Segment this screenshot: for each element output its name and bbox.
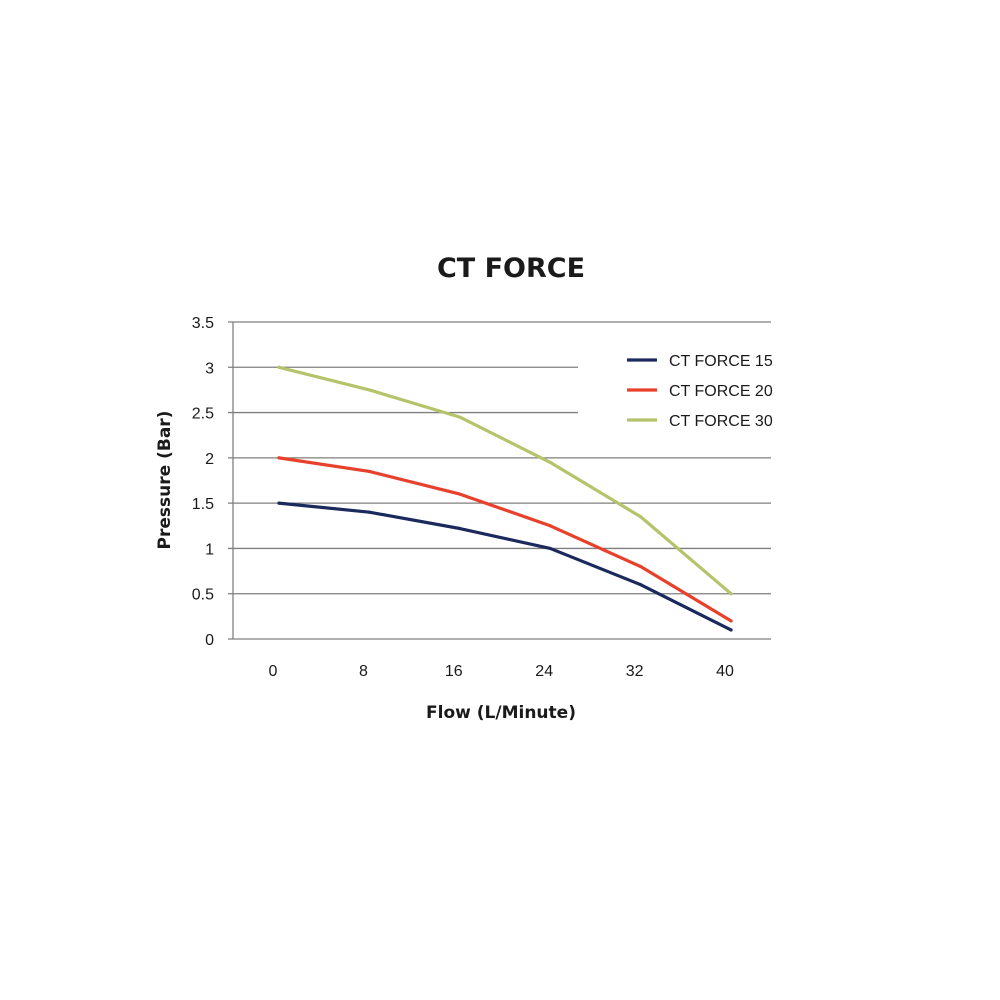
data-point <box>548 460 552 464</box>
legend: CT FORCE 15 CT FORCE 20 CT FORCE 30 <box>627 353 773 430</box>
x-tick-label: 8 <box>359 663 368 680</box>
y-tick-label: 0 <box>205 632 214 649</box>
data-point <box>729 592 733 596</box>
legend-entry: CT FORCE 30 <box>669 413 773 430</box>
data-point <box>729 619 733 623</box>
data-point <box>277 365 281 369</box>
x-tick-label: 0 <box>269 663 278 680</box>
x-tick-label: 16 <box>445 663 463 680</box>
chart-title: CT FORCE <box>437 253 585 284</box>
data-point <box>458 415 462 419</box>
y-tick-label: 3 <box>205 360 214 377</box>
data-point <box>729 628 733 632</box>
series-lines <box>277 365 733 632</box>
y-tick-label: 2.5 <box>192 406 214 423</box>
data-point <box>277 456 281 460</box>
data-point <box>458 526 462 531</box>
axes: 0 0.5 1 1.5 2 2.5 3 3.5 0 8 16 24 32 40 <box>192 315 734 680</box>
legend-entry: CT FORCE 20 <box>669 383 773 400</box>
x-tick-label: 40 <box>716 663 734 680</box>
y-tick-label: 1.5 <box>192 496 214 513</box>
legend-entry: CT FORCE 15 <box>669 353 773 370</box>
data-point <box>548 524 552 528</box>
y-tick-label: 3.5 <box>192 315 214 332</box>
y-tick-label: 2 <box>205 451 214 468</box>
x-tick-label: 24 <box>535 663 553 680</box>
data-point <box>639 564 643 569</box>
y-axis-label: Pressure (Bar) <box>155 411 175 550</box>
data-point <box>367 469 371 474</box>
series-line-2 <box>277 456 733 623</box>
x-tick-label: 32 <box>626 663 644 680</box>
x-axis-label: Flow (L/Minute) <box>426 703 576 723</box>
gridlines <box>228 321 771 640</box>
series-line-3 <box>277 365 733 596</box>
data-point <box>639 583 643 587</box>
data-point <box>458 492 462 496</box>
data-point <box>639 515 643 519</box>
data-point <box>367 510 371 514</box>
data-point <box>277 501 281 505</box>
data-point <box>548 546 552 551</box>
data-point <box>367 388 371 392</box>
y-tick-label: 0.5 <box>192 587 214 604</box>
series-line-1 <box>277 501 733 632</box>
y-tick-label: 1 <box>205 541 214 558</box>
